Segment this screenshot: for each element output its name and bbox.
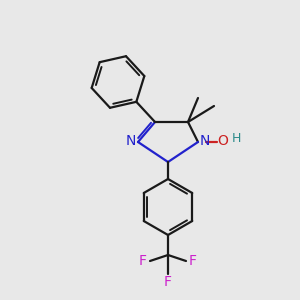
Text: N: N [126, 134, 136, 148]
Text: F: F [164, 275, 172, 289]
Text: N: N [200, 134, 210, 148]
Text: F: F [189, 254, 197, 268]
Text: F: F [139, 254, 147, 268]
Text: O: O [218, 134, 228, 148]
Text: H: H [231, 133, 241, 146]
